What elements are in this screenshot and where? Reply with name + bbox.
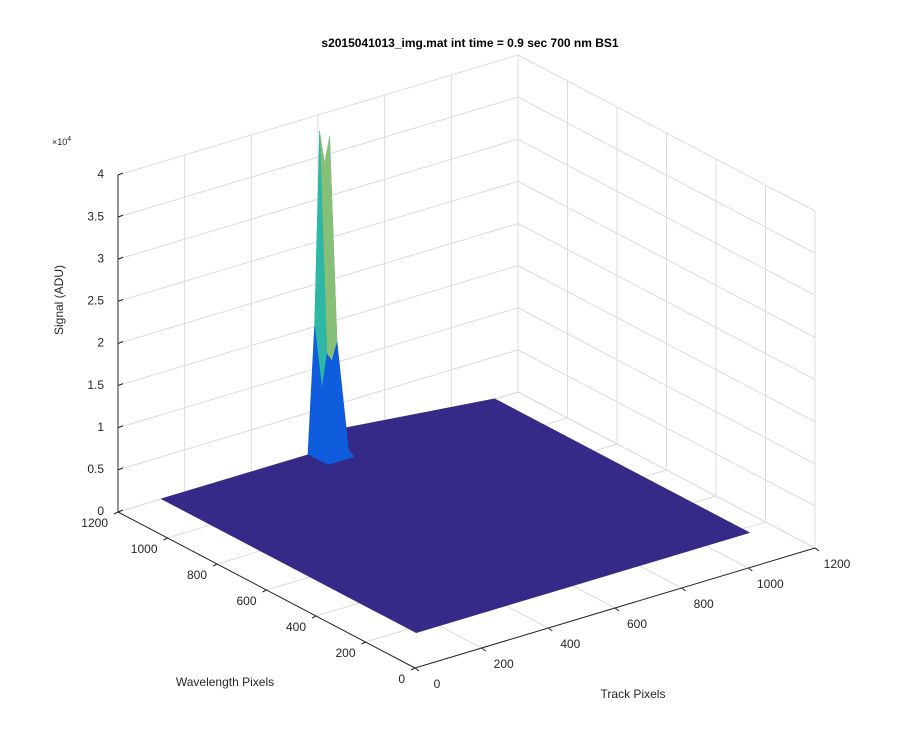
y-tick-label: 200: [335, 646, 355, 660]
y-tick: [410, 667, 416, 671]
x-tick-label: 400: [560, 637, 580, 651]
y-tick-label: 400: [286, 620, 306, 634]
z-tick-label: 4: [97, 167, 104, 181]
grid-line: [517, 307, 816, 465]
y-axis-label: Wavelength Pixels: [176, 675, 274, 689]
z-tick: [117, 467, 124, 471]
z-tick-label: 1.5: [87, 378, 104, 392]
x-tick: [481, 647, 486, 652]
z-scale: ×104: [52, 136, 71, 148]
y-tick: [163, 537, 168, 541]
surface-face: [180, 464, 564, 633]
grid-line: [117, 54, 519, 176]
x-tick: [681, 587, 686, 592]
x-tick: [414, 667, 420, 672]
z-tick-label: 3.5: [87, 209, 104, 223]
z-tick-label: 0: [97, 504, 104, 518]
z-tick: [117, 172, 124, 176]
z-tick: [117, 509, 124, 513]
grid-line: [517, 265, 816, 423]
z-tick: [117, 256, 124, 260]
grid-line: [517, 391, 816, 549]
x-tick-label: 1000: [757, 577, 784, 591]
x-tick-label: 0: [434, 677, 441, 691]
z-tick: [117, 425, 124, 429]
x-tick: [814, 547, 820, 552]
grid-line: [517, 96, 816, 254]
z-tick-label: 3: [97, 251, 104, 265]
x-tick: [748, 567, 753, 572]
y-tick-label: 0: [398, 672, 405, 686]
z-scale-exponent: 4: [67, 136, 71, 143]
z-tick: [117, 341, 124, 344]
z-axis-label: Signal (ADU): [52, 265, 66, 335]
y-tick: [262, 589, 267, 593]
z-tick-label: 0.5: [87, 462, 104, 476]
y-tick-label: 1000: [131, 542, 158, 556]
x-tick-label: 200: [494, 657, 514, 671]
x-axis-label: Track Pixels: [601, 687, 666, 701]
y-tick: [311, 615, 317, 619]
y-tick-label: 600: [236, 594, 256, 608]
z-tick-label: 2: [97, 336, 104, 350]
grid-line: [517, 54, 816, 212]
y-tick: [212, 563, 218, 567]
z-tick: [117, 214, 124, 218]
x-tick-label: 600: [627, 617, 647, 631]
z-tick-label: 2.5: [87, 294, 104, 308]
grid-line: [517, 180, 816, 338]
grid-line: [517, 349, 816, 507]
grid-line: [517, 223, 816, 380]
z-tick-label: 1: [97, 420, 104, 434]
z-tick: [117, 298, 124, 302]
grid-line: [517, 138, 816, 296]
grid-line: [117, 96, 519, 218]
x-tick: [548, 627, 553, 632]
y-tick: [361, 641, 366, 645]
x-tick-label: 1200: [824, 557, 851, 571]
z-scale-label: ×10: [52, 137, 67, 147]
y-tick-label: 1200: [81, 516, 108, 530]
x-tick: [614, 607, 620, 612]
y-tick: [113, 511, 119, 515]
x-tick-label: 800: [694, 597, 714, 611]
y-tick-label: 800: [187, 568, 207, 582]
chart-title: s2015041013_img.mat int time = 0.9 sec 7…: [321, 36, 619, 50]
z-tick: [117, 383, 124, 387]
